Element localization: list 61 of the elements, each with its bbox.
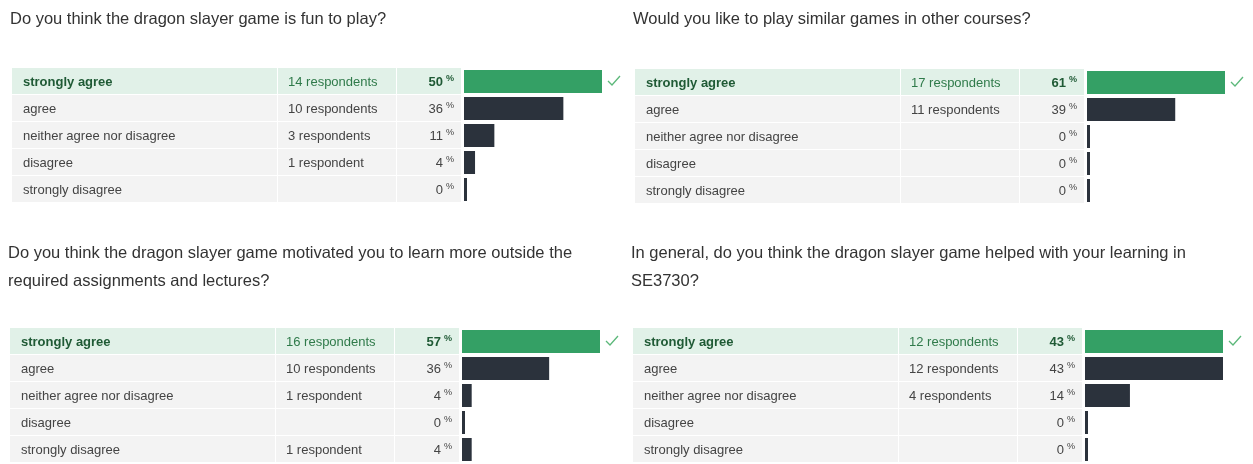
data-label: 11$^{%}$ bbox=[429, 127, 454, 143]
text: 10 respondents bbox=[286, 361, 377, 376]
data-label: 0$^{%}$ bbox=[1058, 155, 1077, 171]
data-label: 0$^{%}$ bbox=[1056, 441, 1075, 457]
data-label: 14$^{%}$ bbox=[1049, 387, 1075, 403]
text: Do you think the dragon slayer game is fun to play? bbox=[10, 9, 387, 27]
bar bbox=[464, 151, 476, 174]
y-tick-label: strongly agree bbox=[21, 334, 111, 349]
text: 1 respondent bbox=[288, 155, 365, 170]
text: In general, do you think the dragon slayer game helped with your learning in SE3730? bbox=[631, 243, 1186, 289]
text: 16 respondents bbox=[286, 334, 377, 349]
data-label: 4$^{%}$ bbox=[433, 387, 452, 403]
y-tick-label: agree bbox=[21, 361, 55, 376]
data-label: 61$^{%}$ bbox=[1051, 74, 1077, 90]
data-label: 43$^{%}$ bbox=[1049, 360, 1075, 376]
y-tick-label: agree bbox=[646, 102, 680, 117]
y-tick-label: disagree bbox=[646, 156, 696, 171]
y-tick-label: neither agree nor disagree bbox=[21, 388, 174, 403]
text: 4 respondents bbox=[909, 388, 992, 403]
y-tick-label: disagree bbox=[21, 415, 71, 430]
y-tick-label: agree bbox=[644, 361, 678, 376]
bar bbox=[464, 70, 602, 93]
y-tick-label: neither agree nor disagree bbox=[646, 129, 799, 144]
data-label: 36$^{%}$ bbox=[426, 360, 452, 376]
data-label: 50$^{%}$ bbox=[428, 73, 454, 89]
data-label: 43$^{%}$ bbox=[1049, 333, 1075, 349]
text: 12 respondents bbox=[909, 334, 1000, 349]
y-tick-label: strongly agree bbox=[646, 75, 736, 90]
text: 1 respondent bbox=[286, 388, 363, 403]
text: 14 respondents bbox=[288, 74, 379, 89]
y-tick-label: strongly disagree bbox=[21, 442, 120, 457]
text: 17 respondents bbox=[911, 75, 1002, 90]
y-tick-label: neither agree nor disagree bbox=[23, 128, 176, 143]
text: 10 respondents bbox=[288, 101, 379, 116]
data-label: 36$^{%}$ bbox=[428, 100, 454, 116]
data-label: 39$^{%}$ bbox=[1051, 101, 1077, 117]
y-tick-label: strongly agree bbox=[644, 334, 734, 349]
bar bbox=[464, 124, 495, 147]
text: 3 respondents bbox=[288, 128, 371, 143]
text: Would you like to play similar games in other courses? bbox=[633, 9, 1031, 27]
data-label: 0$^{%}$ bbox=[435, 181, 454, 197]
y-tick-label: strongly disagree bbox=[646, 183, 745, 198]
y-tick-label: strongly disagree bbox=[644, 442, 743, 457]
text: 12 respondents bbox=[909, 361, 1000, 376]
data-label: 4$^{%}$ bbox=[433, 441, 452, 457]
y-tick-label: strongly agree bbox=[23, 74, 113, 89]
data-label: 0$^{%}$ bbox=[1058, 182, 1077, 198]
y-tick-label: neither agree nor disagree bbox=[644, 388, 797, 403]
text: 11 respondents bbox=[911, 102, 1001, 117]
data-label: 0$^{%}$ bbox=[1056, 414, 1075, 430]
bar bbox=[464, 97, 564, 120]
y-tick-label: disagree bbox=[644, 415, 694, 430]
y-tick-label: strongly disagree bbox=[23, 182, 122, 197]
data-label: 4$^{%}$ bbox=[435, 154, 454, 170]
data-label: 0$^{%}$ bbox=[433, 414, 452, 430]
data-label: 57$^{%}$ bbox=[426, 333, 452, 349]
y-tick-label: agree bbox=[23, 101, 57, 116]
text: Do you think the dragon slayer game motivated you to learn more outside the required assignments and lectures? bbox=[8, 243, 573, 289]
data-label: 0$^{%}$ bbox=[1058, 128, 1077, 144]
text: 1 respondent bbox=[286, 442, 363, 457]
y-tick-label: disagree bbox=[23, 155, 73, 170]
